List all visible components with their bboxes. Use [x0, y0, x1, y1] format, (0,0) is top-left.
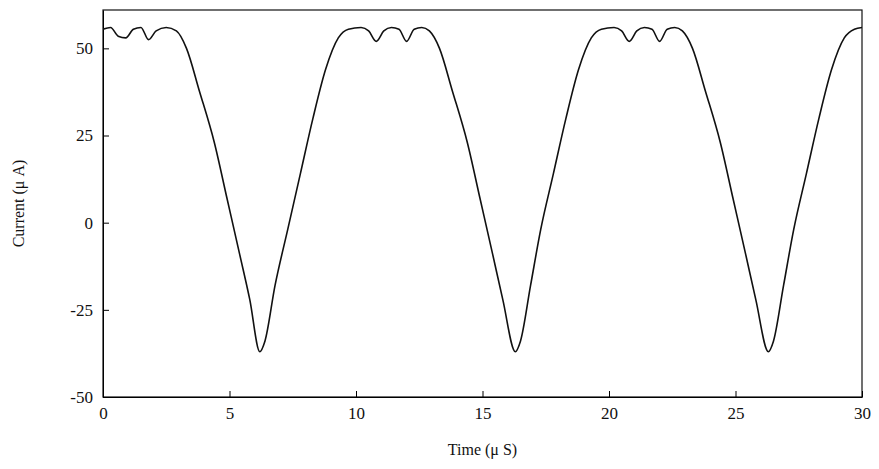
y-tick-mark — [103, 310, 109, 311]
y-axis-line — [103, 11, 104, 398]
x-tick: 25 — [728, 391, 745, 423]
x-tick-label: 30 — [854, 404, 871, 423]
y-tick-label: -25 — [70, 301, 93, 320]
x-tick: 20 — [601, 391, 618, 423]
y-tick: -50 — [70, 388, 109, 407]
y-tick: -25 — [70, 301, 109, 320]
x-tick-mark — [862, 391, 863, 397]
y-tick-mark — [103, 223, 109, 224]
x-tick-label: 5 — [226, 404, 235, 423]
x-axis-line — [104, 397, 863, 398]
plot: 0 5 10 15 20 25 30 -50 -25 0 25 50 — [70, 10, 871, 423]
x-tick-mark — [356, 391, 357, 397]
marks — [103, 27, 862, 351]
x-axis-title: Time (μ S) — [448, 441, 517, 459]
y-axis: -50 -25 0 25 50 — [70, 11, 109, 407]
x-tick: 10 — [348, 391, 365, 423]
x-tick-mark — [230, 391, 231, 397]
y-tick: 0 — [85, 214, 110, 233]
x-tick-label: 0 — [99, 404, 108, 423]
y-tick: 25 — [76, 126, 109, 145]
x-tick-label: 25 — [728, 404, 745, 423]
x-tick: 30 — [854, 391, 871, 423]
chart: 0 5 10 15 20 25 30 -50 -25 0 25 50 Time (μ S) Current… — [0, 0, 879, 469]
y-tick-label: 0 — [85, 214, 94, 233]
x-axis: 0 5 10 15 20 25 30 — [99, 391, 871, 423]
y-tick-label: 25 — [76, 126, 93, 145]
y-axis-title: Current (μ A) — [10, 160, 28, 248]
x-tick-mark — [483, 391, 484, 397]
x-tick-mark — [736, 391, 737, 397]
x-tick-label: 10 — [348, 404, 365, 423]
y-tick-mark — [103, 48, 109, 49]
y-tick-label: -50 — [70, 388, 93, 407]
plot-frame — [103, 10, 862, 397]
x-tick-mark — [609, 391, 610, 397]
y-tick-label: 50 — [76, 39, 93, 58]
current-line — [103, 27, 862, 351]
x-tick: 5 — [226, 391, 235, 423]
x-tick: 15 — [475, 391, 492, 423]
x-tick-label: 15 — [475, 404, 492, 423]
x-tick-label: 20 — [601, 404, 618, 423]
y-tick: 50 — [76, 39, 109, 58]
y-tick-mark — [103, 136, 109, 137]
y-tick-mark — [103, 397, 109, 398]
